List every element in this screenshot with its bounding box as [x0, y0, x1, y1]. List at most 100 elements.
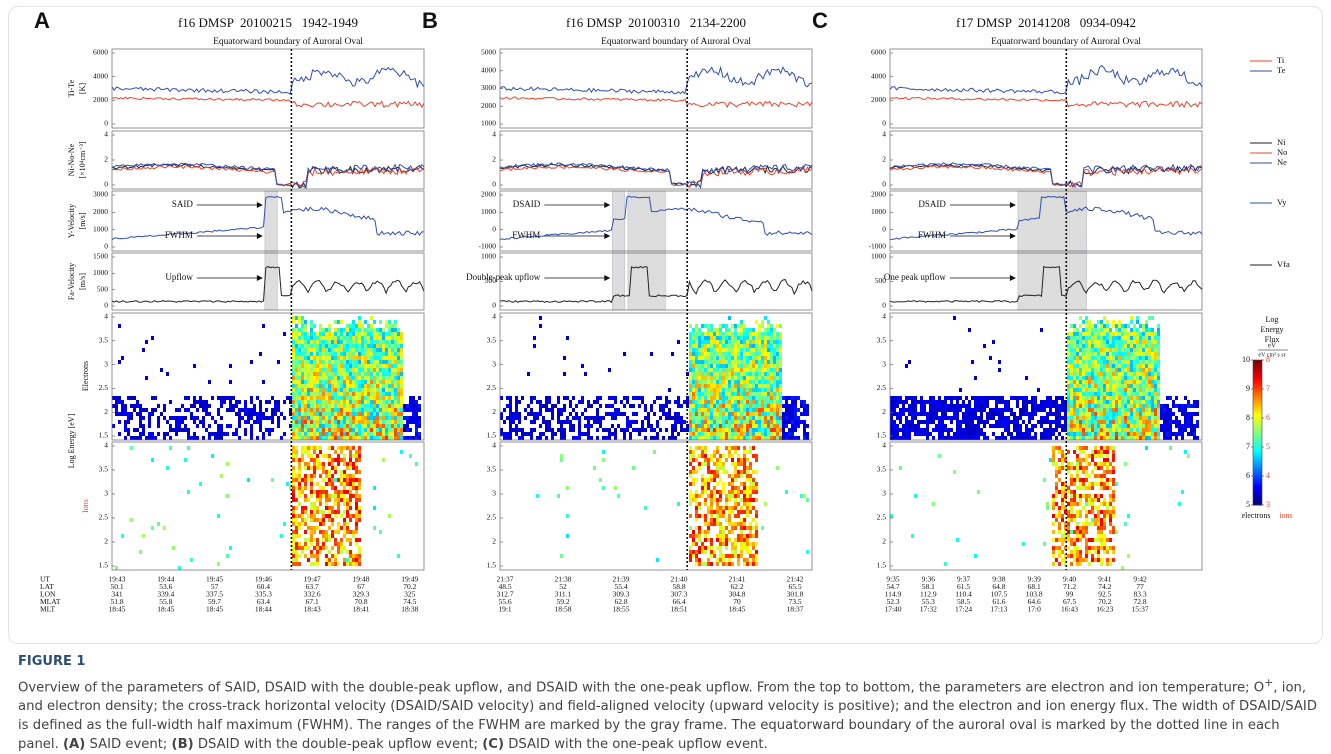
spectrogram-cell	[1100, 388, 1103, 392]
spectrogram-cell	[701, 424, 704, 428]
spectrogram-cell	[346, 336, 349, 340]
spectrogram-cell	[346, 498, 349, 502]
spectrogram-cell	[340, 514, 343, 518]
y-tick-label: 4	[492, 312, 496, 321]
spectrogram-cell	[1013, 416, 1016, 420]
spectrogram-cell	[313, 458, 316, 462]
spectrogram-cell	[776, 344, 779, 348]
spectrogram-cell	[400, 380, 403, 384]
spectrogram-cell	[692, 340, 695, 344]
spectrogram-cell	[292, 458, 295, 462]
spectrogram-cell	[247, 416, 250, 420]
spectrogram-cell	[692, 412, 695, 416]
spectrogram-cell	[695, 396, 698, 400]
spectrogram-cell	[725, 408, 728, 412]
spectrogram-cell	[674, 436, 677, 440]
spectrogram-cell	[373, 400, 376, 404]
spectrogram-cell	[710, 454, 713, 458]
spectrogram-cell	[794, 396, 797, 400]
spectrogram-cell	[758, 428, 761, 432]
spectrogram-cell	[310, 510, 313, 514]
spectrogram-cell	[704, 522, 707, 526]
spectrogram-cell	[367, 352, 370, 356]
spectrogram-cell	[418, 396, 421, 400]
spectrogram-cell	[752, 344, 755, 348]
spectrogram-cell	[533, 396, 536, 400]
spectrogram-cell	[172, 416, 175, 420]
spectrogram-cell	[1058, 412, 1061, 416]
spectrogram-cell	[938, 396, 941, 400]
spectrogram-cell	[151, 396, 154, 400]
spectrogram-cell	[355, 372, 358, 376]
spectrogram-cell	[1070, 324, 1073, 328]
spectrogram-cell	[367, 436, 370, 440]
spectrogram-cell	[698, 530, 701, 534]
spectrogram-cell	[358, 450, 361, 454]
fwhm-frame	[1018, 191, 1087, 310]
spectrogram-cell	[536, 494, 539, 498]
spectrogram-cell	[734, 470, 737, 474]
spectrogram-cell	[298, 352, 301, 356]
spectrogram-cell	[370, 432, 373, 436]
spectrogram-cell	[142, 408, 145, 412]
spectrogram-cell	[776, 412, 779, 416]
spectrogram-cell	[1106, 332, 1109, 336]
spectrogram-cell	[1127, 428, 1130, 432]
spectrogram-cell	[1097, 332, 1100, 336]
spectrogram-cell	[385, 400, 388, 404]
spectrogram-cell	[500, 428, 503, 432]
spectrogram-cell	[692, 470, 695, 474]
spectrogram-cell	[731, 522, 734, 526]
spectrogram-cell	[710, 416, 713, 420]
spectrogram-cell	[361, 396, 364, 400]
spectrogram-cell	[304, 408, 307, 412]
spectrogram-cell	[1124, 340, 1127, 344]
spectrogram-cell	[259, 352, 262, 356]
spectrogram-cell	[659, 408, 662, 412]
spectrogram-cell	[755, 486, 758, 490]
spectrogram-cell	[307, 348, 310, 352]
spectrogram-cell	[1124, 380, 1127, 384]
spectrogram-cell	[704, 416, 707, 420]
spectrogram-cell	[530, 428, 533, 432]
spectrogram-cell	[740, 328, 743, 332]
spectrogram-cell	[349, 482, 352, 486]
spectrogram-cell	[728, 404, 731, 408]
spectrogram-cell	[776, 388, 779, 392]
spectrogram-cell	[1055, 428, 1058, 432]
spectrogram-cell	[1076, 340, 1079, 344]
spectrogram-cell	[349, 396, 352, 400]
spectrogram-cell	[1097, 408, 1100, 412]
spectrogram-cell	[322, 364, 325, 368]
spectrogram-cell	[737, 372, 740, 376]
spectrogram-cell	[181, 428, 184, 432]
spectrogram-cell	[731, 486, 734, 490]
spectrogram-cell	[352, 360, 355, 364]
spectrogram-cell	[803, 404, 806, 408]
spectrogram-cell	[298, 368, 301, 372]
spectrogram-cell	[355, 436, 358, 440]
spectrogram-cell	[1094, 344, 1097, 348]
spectrogram-cell	[298, 340, 301, 344]
spectrogram-cell	[545, 428, 548, 432]
spectrogram-cell	[385, 364, 388, 368]
spectrogram-cell	[397, 380, 400, 384]
spectrogram-cell	[539, 316, 542, 320]
spectrogram-cell	[334, 364, 337, 368]
spectrogram-cell	[298, 372, 301, 376]
spectrogram-cell	[1082, 436, 1085, 440]
spectrogram-cell	[1049, 400, 1052, 404]
spectrogram-cell	[692, 384, 695, 388]
spectrogram-cell	[755, 554, 758, 558]
spectrogram-cell	[1013, 412, 1016, 416]
spectrogram-cell	[701, 450, 704, 454]
spectrogram-cell	[349, 328, 352, 332]
spectrogram-cell	[707, 404, 710, 408]
spectrogram-cell	[989, 396, 992, 400]
spectrogram-cell	[1106, 324, 1109, 328]
spectrogram-cell	[722, 562, 725, 566]
spectrogram-cell	[358, 364, 361, 368]
spectrogram-cell	[358, 514, 361, 518]
arrow-head	[604, 233, 610, 239]
spectrogram-cell	[1103, 360, 1106, 364]
